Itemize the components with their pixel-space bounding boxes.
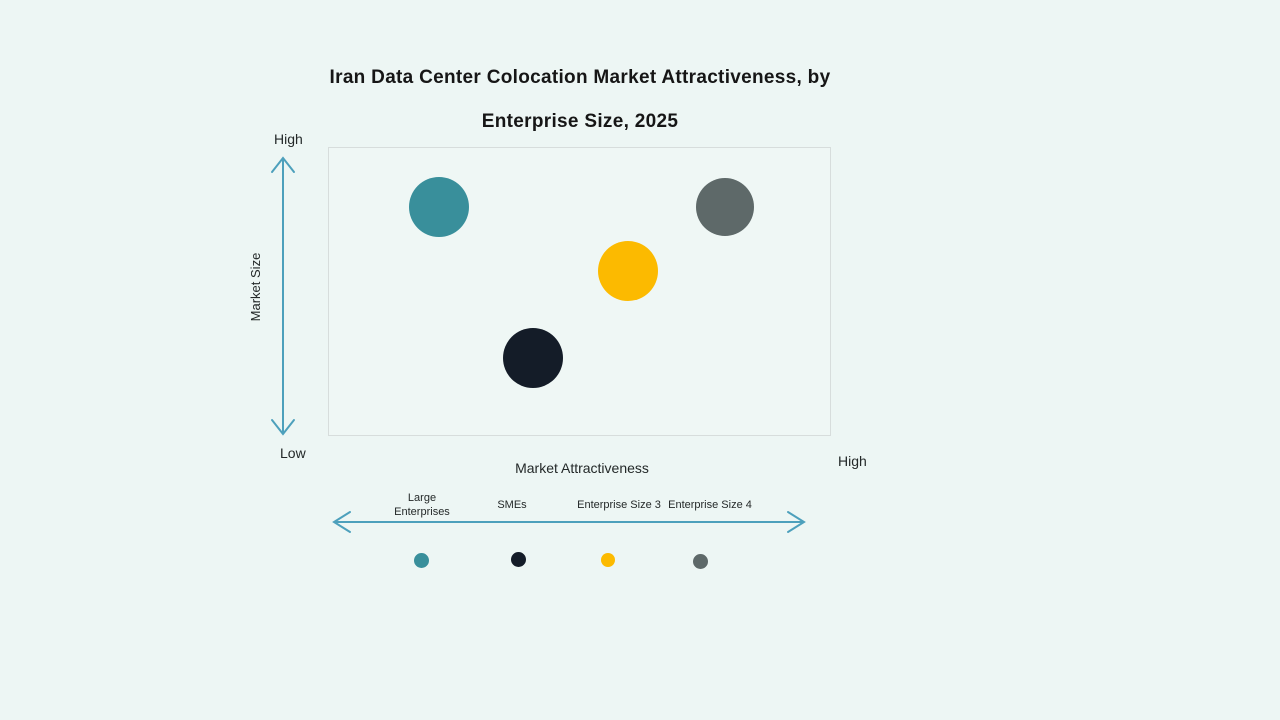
bubble-large-enterprises — [409, 176, 470, 237]
y-axis-high-label: High — [274, 131, 303, 147]
chart-title-line-1: Iran Data Center Colocation Market Attra… — [329, 67, 831, 88]
legend-dot-smes — [511, 552, 526, 567]
plot-area — [328, 147, 831, 436]
chart-title: Iran Data Center Colocation Market Attra… — [200, 68, 960, 131]
legend-item-enterprise-size-3: Enterprise Size 3 — [577, 499, 661, 512]
legend-item-enterprise-size-4: Enterprise Size 4 — [668, 499, 752, 512]
x-axis-high-label: High — [838, 453, 867, 469]
x-axis-title: Market Attractiveness — [515, 460, 649, 476]
legend-dot-enterprise-size-4 — [693, 554, 708, 569]
y-axis-title: Market Size — [248, 252, 263, 322]
legend-item-large-enterprises: Large Enterprises — [394, 492, 450, 518]
y-axis-low-label: Low — [280, 445, 306, 461]
legend-dot-enterprise-size-3 — [601, 553, 615, 567]
legend-dot-large-enterprises — [414, 553, 429, 568]
chart-title-line-2: Enterprise Size, 2025 — [481, 111, 679, 132]
bubble-enterprise-size-3 — [597, 241, 658, 302]
bubble-enterprise-size-4 — [695, 177, 754, 236]
bubble-smes — [503, 328, 564, 389]
legend-item-smes: SMEs — [497, 499, 527, 512]
